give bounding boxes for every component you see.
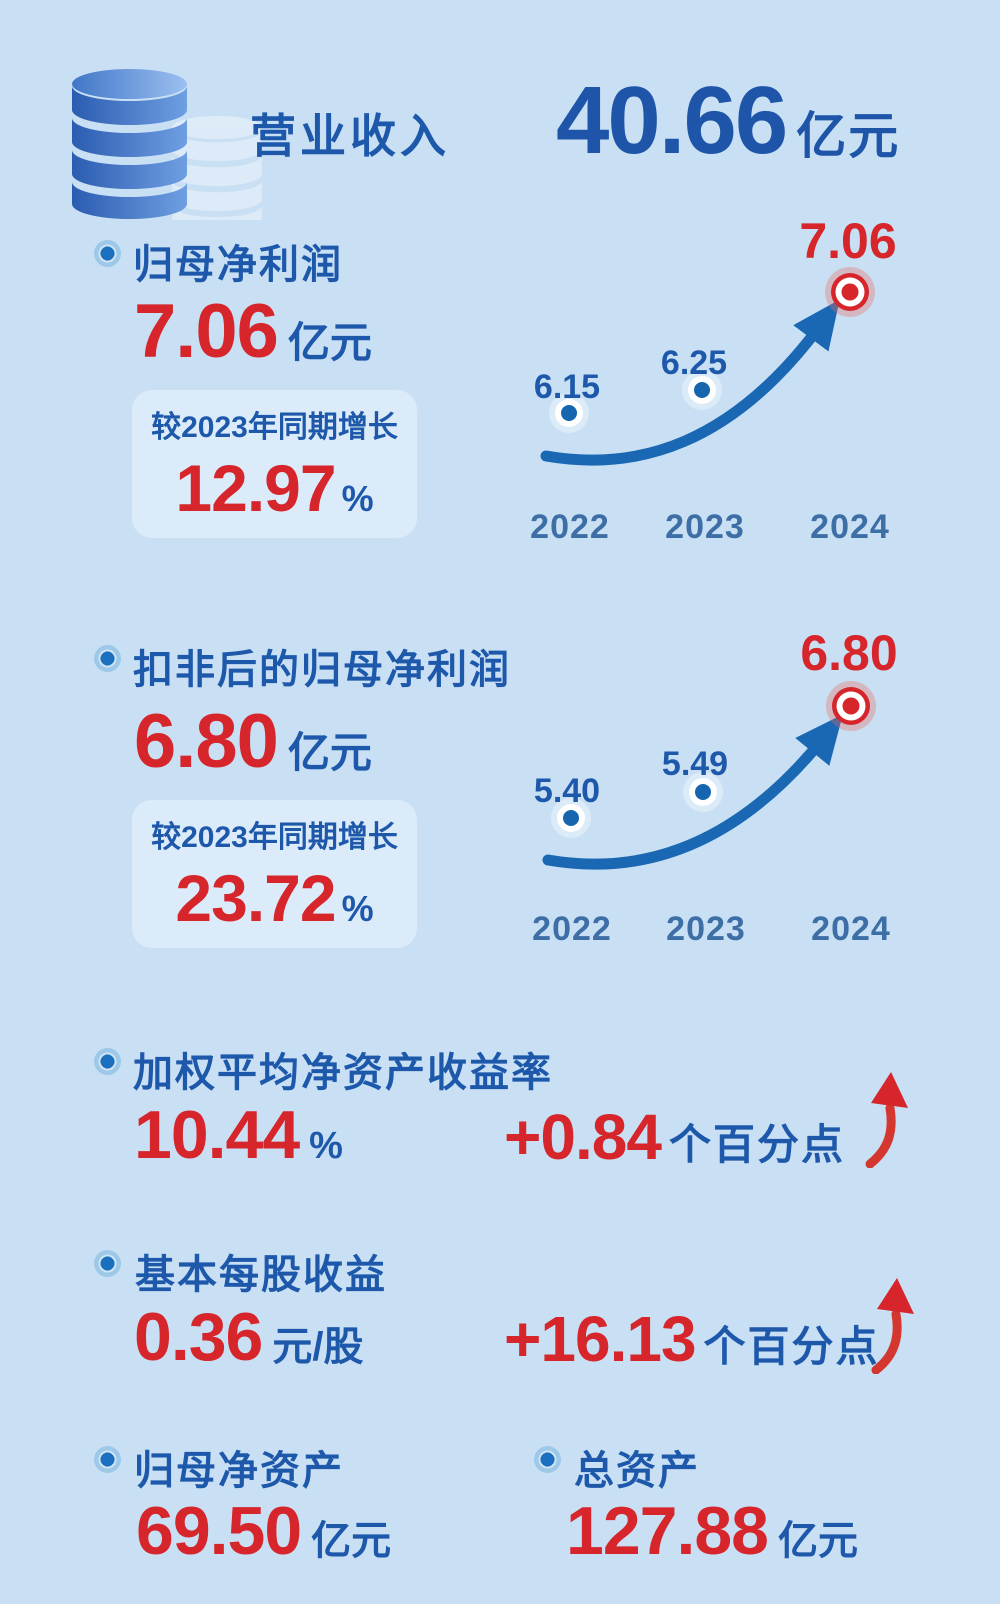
year-label-2022: 2022 bbox=[530, 508, 610, 542]
year-label-2023: 2023 bbox=[665, 508, 745, 542]
data-point-2023 bbox=[683, 772, 723, 812]
page-title: 营业收入 bbox=[250, 110, 450, 162]
roe-number: 10.44 bbox=[134, 1097, 300, 1173]
value-label-2023: 6.25 bbox=[661, 344, 727, 382]
data-point-2024-highlight bbox=[826, 681, 876, 731]
year-label-2024: 2024 bbox=[811, 910, 891, 942]
value-label-2023: 5.49 bbox=[662, 745, 728, 783]
roe-delta: +0.84 个百分点 bbox=[504, 1100, 845, 1174]
growth-number: 12.97 bbox=[175, 451, 336, 525]
bullet-icon bbox=[534, 1446, 561, 1473]
total-assets-unit: 亿元 bbox=[777, 1519, 858, 1563]
net-assets-unit: 亿元 bbox=[311, 1519, 392, 1563]
deducted-net-profit-value: 6.80 亿元 bbox=[134, 698, 372, 785]
net-profit-value: 7.06 亿元 bbox=[134, 288, 372, 375]
growth-caption: 较2023年同期增长 bbox=[151, 821, 398, 854]
deducted-net-profit-label: 扣非后的归母净利润 bbox=[133, 648, 511, 692]
net-assets-label: 归母净资产 bbox=[134, 1449, 344, 1493]
value-label-2022: 6.15 bbox=[534, 368, 600, 406]
eps-delta-unit: 个百分点 bbox=[703, 1323, 880, 1370]
eps-number: 0.36 bbox=[134, 1299, 263, 1375]
eps-delta-number: +16.13 bbox=[504, 1303, 697, 1375]
net-profit-chart: 6.15 6.25 7.06 2022 2023 2024 bbox=[530, 222, 896, 542]
bullet-icon bbox=[94, 645, 121, 672]
roe-label: 加权平均净资产收益率 bbox=[133, 1051, 553, 1095]
total-assets-value: 127.88 亿元 bbox=[566, 1492, 858, 1570]
trend-arrow-icon bbox=[540, 299, 840, 466]
value-label-2024: 7.06 bbox=[799, 222, 896, 269]
data-point-2022 bbox=[551, 798, 591, 838]
up-arrow-icon bbox=[871, 1278, 914, 1374]
bullet-icon bbox=[94, 1250, 121, 1277]
net-profit-growth-box: 较2023年同期增长 12.97 % bbox=[132, 390, 417, 538]
eps-label: 基本每股收益 bbox=[135, 1253, 387, 1297]
data-point-2024-highlight bbox=[825, 267, 875, 317]
bullet-icon bbox=[94, 1446, 121, 1473]
year-label-2023: 2023 bbox=[666, 910, 746, 942]
year-label-2022: 2022 bbox=[532, 910, 612, 942]
net-assets-value: 69.50 亿元 bbox=[136, 1492, 391, 1570]
growth-value-row: 23.72 % bbox=[175, 860, 373, 936]
bullet-icon bbox=[94, 1048, 121, 1075]
value-label-2024: 6.80 bbox=[800, 625, 897, 681]
roe-percent-sign: % bbox=[309, 1125, 343, 1167]
bullet-icon bbox=[94, 240, 121, 267]
revenue-value: 40.66 亿元 bbox=[556, 66, 900, 176]
deducted-net-profit-unit: 亿元 bbox=[287, 729, 372, 776]
net-profit-unit: 亿元 bbox=[287, 319, 372, 366]
revenue-number: 40.66 bbox=[556, 67, 788, 174]
net-profit-label: 归母净利润 bbox=[133, 243, 343, 287]
data-point-2022 bbox=[549, 393, 589, 433]
roe-delta-unit: 个百分点 bbox=[668, 1121, 845, 1168]
year-label-2024: 2024 bbox=[810, 508, 890, 542]
data-point-2023 bbox=[682, 370, 722, 410]
eps-value: 0.36 元/股 bbox=[134, 1298, 363, 1376]
growth-number: 23.72 bbox=[175, 861, 336, 935]
eps-delta: +16.13 个百分点 bbox=[504, 1302, 880, 1376]
net-assets-number: 69.50 bbox=[136, 1493, 302, 1569]
growth-value-row: 12.97 % bbox=[175, 450, 373, 526]
deducted-growth-box: 较2023年同期增长 23.72 % bbox=[132, 800, 417, 948]
total-assets-label: 总资产 bbox=[574, 1449, 700, 1493]
database-icon bbox=[72, 69, 262, 220]
up-arrow-icon bbox=[865, 1072, 908, 1168]
growth-caption: 较2023年同期增长 bbox=[151, 411, 398, 444]
trend-arrow-icon bbox=[542, 714, 843, 870]
deducted-net-profit-chart: 5.40 5.49 6.80 2022 2023 2024 bbox=[532, 625, 897, 942]
eps-unit: 元/股 bbox=[272, 1325, 364, 1369]
revenue-unit: 亿元 bbox=[796, 108, 901, 164]
database-ghost bbox=[172, 115, 262, 220]
value-label-2022: 5.40 bbox=[534, 772, 600, 810]
deducted-net-profit-number: 6.80 bbox=[134, 699, 279, 784]
growth-percent-sign: % bbox=[341, 478, 374, 519]
roe-value: 10.44 % bbox=[134, 1096, 343, 1174]
net-profit-number: 7.06 bbox=[134, 289, 279, 374]
total-assets-number: 127.88 bbox=[566, 1493, 769, 1569]
growth-percent-sign: % bbox=[341, 888, 374, 929]
roe-delta-number: +0.84 bbox=[504, 1101, 662, 1173]
